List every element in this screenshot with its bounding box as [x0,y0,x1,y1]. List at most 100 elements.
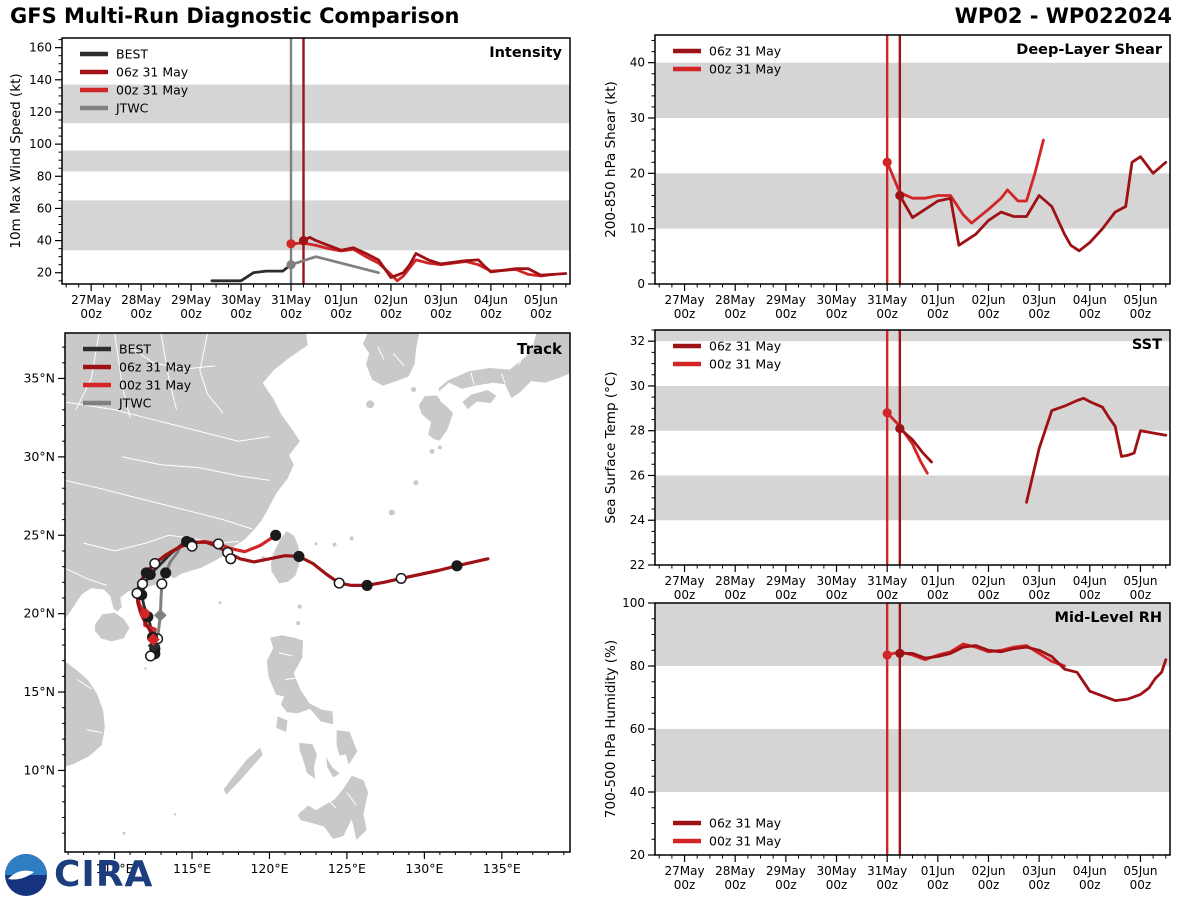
svg-text:24: 24 [630,513,645,527]
panel-sst: 27May00z28May00z29May00z30May00z31May00z… [603,329,1171,602]
admin-border [323,795,337,809]
legend: BEST 06z 31 May 00z 31 May JTWC [83,342,192,411]
svg-text:28May: 28May [121,293,161,307]
islet [411,386,417,392]
svg-text:100: 100 [29,137,52,151]
y-axis: 20 40 60 80 100 [622,596,655,862]
svg-text:28: 28 [630,424,645,438]
svg-text:00z: 00z [724,878,746,892]
svg-text:00z: 00z [674,588,696,602]
admin-border [501,373,506,384]
islet [366,400,375,409]
svg-text:JTWC: JTWC [115,101,149,116]
landmass [417,394,455,442]
svg-text:28May: 28May [715,864,755,878]
svg-text:00z: 00z [130,307,152,321]
svg-text:04Jun: 04Jun [1073,293,1107,307]
admin-border [278,652,293,657]
svg-text:31May: 31May [867,864,907,878]
svg-text:10°N: 10°N [23,762,55,777]
svg-text:05Jun: 05Jun [1123,864,1157,878]
svg-text:00z: 00z [978,307,1000,321]
svg-text:27May: 27May [71,293,111,307]
svg-text:30°N: 30°N [23,449,55,464]
svg-text:125°E: 125°E [328,861,366,876]
noaa-logo-icon [5,854,47,896]
svg-text:27May: 27May [665,293,705,307]
legend: BEST 06z 31 May 00z 31 May JTWC [80,47,189,116]
svg-text:115°E: 115°E [173,861,211,876]
svg-text:135°E: 135°E [483,861,521,876]
svg-text:31May: 31May [867,293,907,307]
series-run00z [885,642,1066,668]
svg-text:00z: 00z [876,878,898,892]
admin-border [114,333,131,418]
track-marker [212,538,224,550]
svg-text:00z: 00z [1028,588,1050,602]
islet [218,601,222,605]
y-axis-label: 700-500 hPa Humidity (%) [603,640,619,818]
series-run06z [1025,396,1168,504]
svg-text:00z: 00z [724,588,746,602]
track-marker [131,587,143,599]
svg-text:05Jun: 05Jun [524,293,558,307]
landmass [275,714,289,734]
svg-text:04Jun: 04Jun [1073,864,1107,878]
svg-text:02Jun: 02Jun [971,864,1005,878]
track-marker [333,577,345,589]
svg-text:03Jun: 03Jun [1022,864,1056,878]
svg-text:JTWC: JTWC [118,396,152,411]
svg-text:00z: 00z [80,307,102,321]
track-marker [160,567,172,579]
track-marker [149,557,161,570]
svg-text:06z 31 May: 06z 31 May [119,360,192,375]
svg-text:03Jun: 03Jun [1022,293,1056,307]
svg-text:120°E: 120°E [250,861,288,876]
svg-text:03Jun: 03Jun [1022,574,1056,588]
panel-shear: 27May00z28May00z29May00z30May00z31May00z… [603,34,1171,321]
svg-text:30May: 30May [816,864,856,878]
svg-text:29May: 29May [766,864,806,878]
svg-text:100: 100 [622,596,645,610]
svg-text:00z 31 May: 00z 31 May [116,83,189,98]
series-jtwc [289,255,380,275]
svg-text:60: 60 [37,201,52,215]
svg-text:00z 31 May: 00z 31 May [119,378,192,393]
series-run06z [302,235,568,280]
svg-text:00z: 00z [1028,878,1050,892]
category-band [655,385,1170,431]
svg-text:05Jun: 05Jun [1123,293,1157,307]
admin-border [439,400,448,408]
svg-text:06z 31 May: 06z 31 May [709,44,782,59]
svg-text:00z: 00z [1079,588,1101,602]
landmass [265,634,335,726]
cira-noaa-logo: CIRA [4,853,153,897]
category-band [655,330,1170,342]
svg-text:06z 31 May: 06z 31 May [709,816,782,831]
track-marker [451,560,463,572]
svg-text:30: 30 [630,379,645,393]
storm-id-title: WP02 - WP022024 [954,4,1172,28]
svg-text:00z: 00z [1028,307,1050,321]
svg-text:00z: 00z [826,588,848,602]
svg-text:04Jun: 04Jun [1073,574,1107,588]
legend: 06z 31 May 00z 31 May [673,339,782,372]
svg-text:00z: 00z [927,878,949,892]
landmass [437,333,570,400]
x-axis: 27May00z28May00z29May00z30May00z31May00z… [658,855,1167,892]
svg-text:01Jun: 01Jun [921,293,955,307]
y-axis-label: Sea Surface Temp (°C) [603,371,619,523]
panel-rh: 27May00z28May00z29May00z30May00z31May00z… [603,596,1171,892]
svg-text:00z: 00z [724,307,746,321]
y-axis-label: 10m Max Wind Speed (kt) [8,73,24,248]
landmass [296,774,370,843]
svg-text:80: 80 [37,169,52,183]
admin-border [377,346,385,360]
x-axis: 27May00z28May00z29May00z30May00z31May00z… [658,565,1167,602]
track-marker [395,572,407,584]
admin-border [199,333,224,414]
svg-text:29May: 29May [766,293,806,307]
track-marker [293,550,305,562]
admin-border [65,567,107,586]
svg-text:29May: 29May [171,293,211,307]
